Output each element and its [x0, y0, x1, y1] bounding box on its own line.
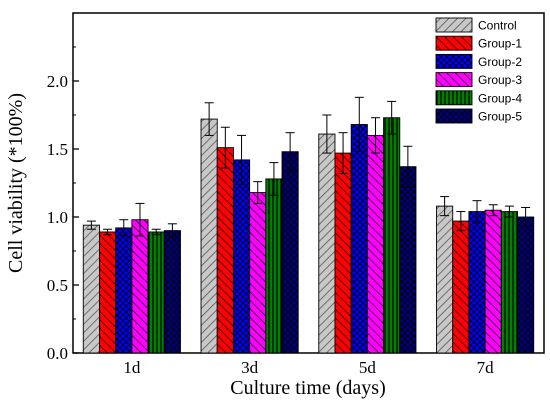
bar — [131, 219, 149, 354]
bar-group-1d — [82, 202, 181, 354]
bar — [232, 159, 251, 354]
bar — [318, 133, 336, 354]
bar — [200, 118, 218, 354]
x-tick-label: 3d — [241, 358, 259, 377]
bar — [452, 220, 470, 354]
bar — [249, 192, 267, 354]
legend-swatch — [435, 53, 473, 69]
legend-label: Group-3 — [478, 73, 522, 87]
bar-group-7d — [436, 196, 535, 354]
y-axis-title: Cell viability (*100%) — [5, 93, 27, 273]
bar — [399, 166, 417, 354]
bar — [147, 231, 165, 354]
x-tick-label: 5d — [359, 358, 377, 377]
legend-swatch — [435, 72, 473, 88]
legend-swatch — [435, 35, 473, 51]
legend: Control Group-1 Group-2 Group-3 Group-4 Group… — [435, 17, 522, 124]
legend-label: Group-1 — [478, 37, 522, 51]
y-tick-label: 0.0 — [47, 344, 68, 363]
bar — [468, 211, 486, 354]
legend-swatch — [435, 17, 473, 33]
bar-group-5d — [318, 96, 417, 354]
bar — [383, 117, 401, 354]
x-tick-label: 1d — [123, 358, 141, 377]
legend-label: Group-4 — [478, 91, 522, 105]
legend-swatch — [435, 90, 473, 106]
bar — [265, 178, 283, 354]
bar — [163, 230, 181, 354]
bar-group-3d — [200, 102, 299, 354]
legend-swatch — [435, 108, 473, 124]
y-tick-label: 1.0 — [47, 208, 68, 227]
bar — [281, 151, 299, 354]
bar — [436, 205, 454, 354]
legend-label: Control — [478, 19, 517, 33]
bar — [517, 216, 535, 354]
bar — [82, 224, 100, 354]
bar — [216, 147, 234, 354]
y-axis: 0.0 0.5 1.0 1.5 2.0 — [47, 46, 79, 363]
x-axis: 1d 3d 5d 7d — [123, 347, 494, 377]
bar — [366, 134, 385, 354]
legend-label: Group-2 — [478, 55, 522, 69]
y-tick-label: 1.5 — [47, 140, 68, 159]
bar — [99, 231, 117, 354]
bar — [334, 152, 352, 354]
bar — [350, 124, 368, 354]
legend-label: Group-5 — [478, 110, 522, 124]
bar — [500, 211, 518, 354]
bar-groups — [82, 96, 535, 354]
y-tick-label: 0.5 — [47, 276, 68, 295]
bar — [484, 209, 502, 354]
bar — [115, 227, 133, 354]
x-axis-title: Culture time (days) — [230, 377, 386, 399]
y-tick-label: 2.0 — [47, 72, 68, 91]
x-tick-label: 7d — [477, 358, 495, 377]
